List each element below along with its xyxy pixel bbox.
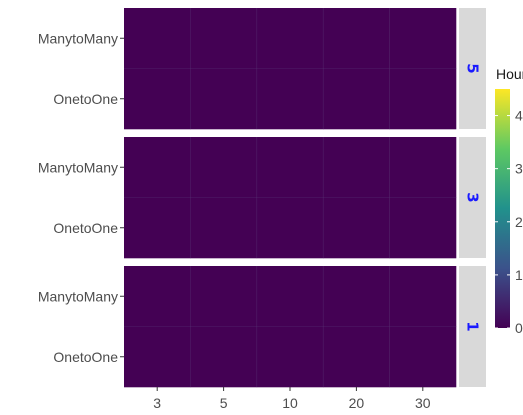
heatmap-cell: [323, 8, 390, 69]
y-tick-label: ManytoMany: [38, 30, 118, 46]
y-tick-label: OnetoOne: [53, 91, 118, 107]
heatmap-cell: [323, 266, 390, 327]
heatmap-cell: [190, 326, 258, 388]
heatmap-cell: [190, 197, 258, 259]
x-axis: 3 5 10 20 30: [153, 387, 431, 411]
heatmap-cell: [124, 68, 191, 130]
heatmap-cell: [124, 326, 191, 388]
heatmap-cell: [124, 8, 191, 69]
heatmap-cell: [389, 266, 457, 327]
heatmap-cell: [323, 68, 390, 130]
facet-panel: OnetoOne ManytoMany 3: [38, 137, 486, 259]
y-tick-label: ManytoMany: [38, 159, 118, 175]
x-tick-label: 5: [220, 395, 228, 411]
y-tick-label: ManytoMany: [38, 288, 118, 304]
heatmap-cell: [389, 68, 457, 130]
facet-strip-label: 5: [464, 63, 482, 73]
legend-tick-label: 1: [515, 267, 523, 283]
heatmap-cell: [256, 68, 324, 130]
heatmap-cell: [190, 266, 258, 327]
y-tick-label: OnetoOne: [53, 220, 118, 236]
facet-panel: OnetoOne ManytoMany 5: [38, 8, 486, 130]
facet-panel: OnetoOne ManytoMany 1: [38, 266, 486, 388]
heatmap-cell: [323, 197, 390, 259]
facet-strip: [459, 8, 486, 129]
heatmap-cell: [389, 8, 457, 69]
heatmap-cell: [190, 137, 258, 198]
facet-panels: OnetoOneManytoMany5OnetoOneManytoMany3On…: [38, 8, 486, 388]
heatmap-cell: [124, 137, 191, 198]
heatmap-cell: [389, 326, 457, 388]
heatmap-cell: [124, 266, 191, 327]
y-tick-label: OnetoOne: [53, 349, 118, 365]
heatmap-cell: [190, 8, 258, 69]
heatmap-cell: [256, 326, 324, 388]
heatmap-cell: [256, 137, 324, 198]
heatmap-cell: [389, 197, 457, 259]
x-tick-label: 3: [153, 395, 161, 411]
legend-colorbar: [495, 89, 510, 328]
x-tick-label: 30: [415, 395, 431, 411]
heatmap-cell: [389, 137, 457, 198]
heatmap-cell: [256, 8, 324, 69]
x-tick-label: 10: [282, 395, 298, 411]
facet-strip-label: 3: [464, 192, 482, 202]
color-legend: Hours 0 1 2 3 4: [495, 66, 523, 336]
legend-tick-label: 2: [515, 214, 523, 230]
legend-tick-label: 4: [515, 108, 523, 124]
heatmap-cell: [256, 266, 324, 327]
heatmap-cell: [190, 68, 258, 130]
x-tick-label: 20: [349, 395, 365, 411]
heatmap-cell: [256, 197, 324, 259]
heatmap-cell: [124, 197, 191, 259]
heatmap-cell: [323, 137, 390, 198]
heatmap-cell: [323, 326, 390, 388]
legend-title: Hours: [496, 66, 523, 82]
legend-tick-label: 0: [515, 320, 523, 336]
legend-tick-label: 3: [515, 161, 523, 177]
facet-strip: [459, 137, 486, 258]
facet-strip: [459, 266, 486, 387]
facet-strip-label: 1: [464, 321, 482, 331]
